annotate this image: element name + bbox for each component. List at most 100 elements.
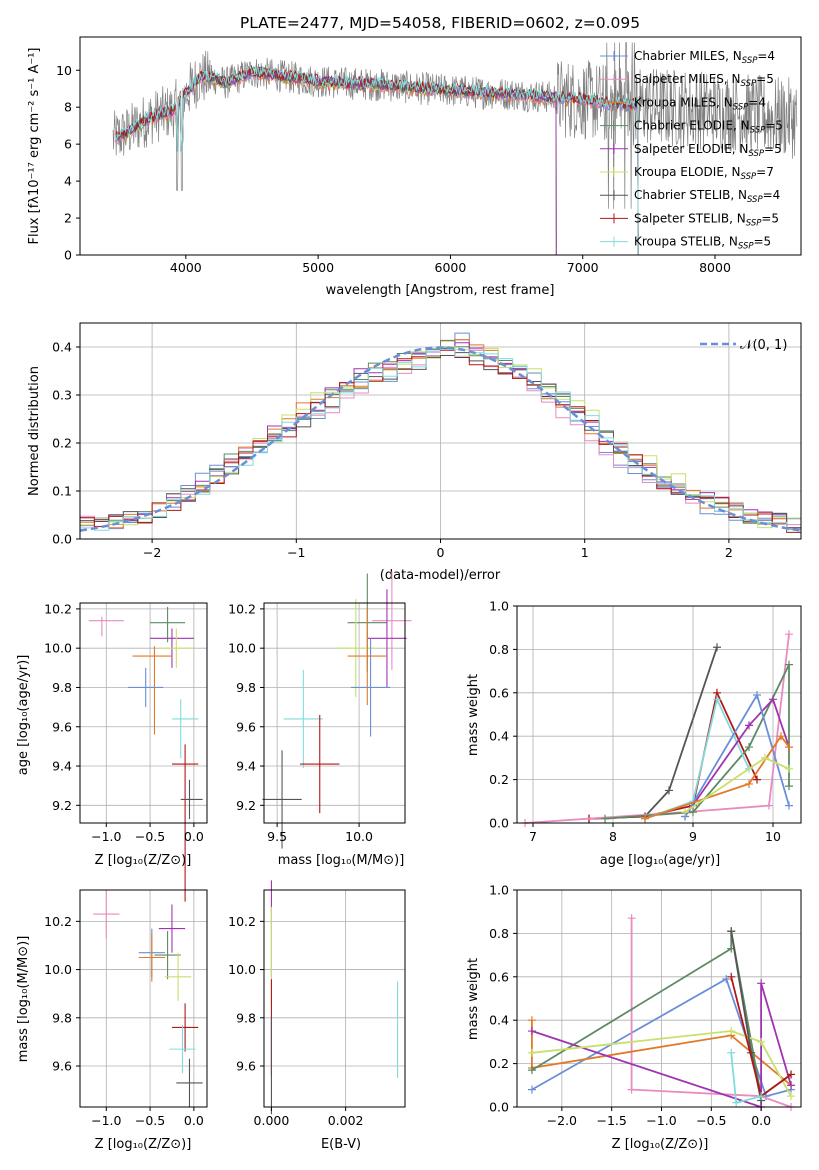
w-z-marker bbox=[727, 927, 736, 936]
w-age-ytick-label: 1.0 bbox=[489, 599, 509, 614]
weight-z-ylabel: mass weight bbox=[466, 958, 481, 1040]
w-z-marker bbox=[627, 1085, 636, 1094]
legend-label: Kroupa ELODIE, NSSP=7 bbox=[634, 165, 774, 182]
w-age-marker bbox=[785, 782, 793, 791]
w-age-series bbox=[684, 692, 790, 817]
w-z-marker bbox=[757, 1037, 766, 1046]
w-age-marks bbox=[521, 630, 793, 827]
normal-legend-label: 𝒩(0, 1) bbox=[740, 338, 787, 353]
spectrum-ytick-label: 10 bbox=[56, 63, 72, 78]
age-mass-xlabel: mass [log₁₀(M/M⊙)] bbox=[278, 853, 405, 868]
age-mass-ytick-label: 9.4 bbox=[236, 759, 256, 774]
w-age-marker bbox=[689, 808, 697, 817]
mass-vs-z-panel: −1.0 −0.5 0.0 9.6 9.8 10.0 10.2 bbox=[44, 889, 208, 1128]
w-age-marker bbox=[601, 814, 609, 823]
residual-ylabel: Normed distribution bbox=[27, 366, 42, 496]
spectrum-xlabel: wavelength [Angstrom, rest frame] bbox=[326, 283, 555, 298]
w-age-ytick-label: 0.0 bbox=[489, 816, 509, 831]
age-z-frame bbox=[79, 602, 208, 824]
w-z-marker bbox=[787, 1092, 796, 1101]
age-mass-xtick-label: 10.0 bbox=[345, 829, 373, 844]
w-age-marker bbox=[753, 690, 761, 699]
w-age-marker bbox=[785, 743, 793, 752]
legend-label: Salpeter ELODIE, NSSP=5 bbox=[634, 142, 782, 159]
spectrum-data-line bbox=[112, 42, 798, 209]
w-z-ytick-label: 0.0 bbox=[489, 1100, 509, 1115]
w-z-frame bbox=[516, 889, 802, 1108]
age-z-ytick-label: 10.2 bbox=[44, 601, 72, 616]
residual-xtick-label: 1 bbox=[581, 545, 589, 560]
w-z-marker bbox=[727, 972, 736, 981]
spectrum-xtick-label: 5000 bbox=[302, 260, 334, 275]
w-z-xtick-label: −1.5 bbox=[596, 1113, 626, 1128]
w-age-marker bbox=[713, 643, 721, 652]
w-age-marker bbox=[777, 732, 785, 741]
w-age-marker bbox=[745, 721, 753, 730]
mass-z-xtick-label: 0.0 bbox=[184, 1113, 204, 1128]
w-z-series bbox=[630, 918, 792, 1108]
age-z-ytick-label: 9.4 bbox=[52, 759, 72, 774]
spectrum-model-kS bbox=[115, 64, 639, 255]
spectrum-plot-area bbox=[112, 42, 798, 255]
residual-panel: −2 −1 0 1 2 0.0 0.1 0.2 0.3 0.4 (data-model)/err… bbox=[27, 322, 802, 583]
w-age-marker bbox=[765, 801, 773, 810]
w-z-xtick-label: −2.0 bbox=[547, 1113, 577, 1128]
mass-z-frame bbox=[79, 889, 208, 1108]
w-age-xtick-label: 10 bbox=[765, 829, 781, 844]
w-age-marker bbox=[785, 764, 793, 773]
legend-label: Chabrier MILES, NSSP=4 bbox=[634, 49, 775, 66]
w-z-xtick-label: 0.0 bbox=[751, 1113, 771, 1128]
age-z-ytick-label: 9.6 bbox=[52, 719, 72, 734]
spectrum-title: PLATE=2477, MJD=54058, FIBERID=0602, z=0… bbox=[240, 14, 640, 32]
residual-xtick-label: −1 bbox=[287, 545, 305, 560]
age-z-ytick-label: 9.8 bbox=[52, 680, 72, 695]
spectrum-axes-frame bbox=[79, 36, 802, 256]
w-z-marker bbox=[727, 1048, 736, 1057]
residual-hist-kE bbox=[80, 346, 801, 529]
age-mass-ytick-label: 10.0 bbox=[228, 641, 256, 656]
legend-label: Salpeter MILES, NSSP=5 bbox=[634, 72, 774, 89]
age-z-ylabel: age [log₁₀(age/yr)] bbox=[16, 655, 31, 776]
mass-z-xlabel: Z [log₁₀(Z/Z⊙)] bbox=[95, 1137, 192, 1152]
w-z-marker bbox=[787, 1070, 796, 1079]
residual-y-ticks: 0.0 0.1 0.2 0.3 0.4 bbox=[52, 340, 80, 547]
age-z-xtick-label: 0.0 bbox=[184, 829, 204, 844]
w-z-marks bbox=[527, 914, 796, 1111]
w-age-marker bbox=[753, 775, 761, 784]
residual-xtick-label: 0 bbox=[437, 545, 445, 560]
w-age-marker bbox=[769, 695, 777, 704]
weight-age-ylabel: mass weight bbox=[466, 674, 481, 756]
spectrum-ytick-label: 6 bbox=[64, 137, 72, 152]
spectrum-ytick-label: 8 bbox=[64, 100, 72, 115]
spectrum-xtick-label: 8000 bbox=[699, 260, 731, 275]
residual-xtick-label: −2 bbox=[143, 545, 161, 560]
mass-z-ytick-label: 9.8 bbox=[52, 1010, 72, 1025]
w-age-frame bbox=[516, 605, 802, 824]
residual-ytick-label: 0.1 bbox=[52, 484, 72, 499]
w-age-ytick-label: 0.4 bbox=[489, 729, 509, 744]
spectrum-x-ticks: 4000 5000 6000 7000 8000 bbox=[170, 255, 731, 275]
mass-ebv-ytick-label: 10.0 bbox=[228, 962, 256, 977]
mass-z-xtick-label: −0.5 bbox=[135, 1113, 165, 1128]
age-z-xtick-label: −0.5 bbox=[135, 829, 165, 844]
legend-label: Kroupa STELIB, NSSP=5 bbox=[634, 235, 771, 252]
w-z-marker bbox=[787, 1081, 796, 1090]
spectrum-ytick-label: 4 bbox=[64, 174, 72, 189]
age-mass-ytick-label: 9.2 bbox=[236, 798, 256, 813]
mass-z-ytick-label: 9.6 bbox=[52, 1059, 72, 1074]
mass-ebv-ytick-label: 9.8 bbox=[236, 1010, 256, 1025]
age-z-ytick-label: 10.0 bbox=[44, 641, 72, 656]
w-age-marker bbox=[761, 753, 769, 762]
w-age-marker bbox=[665, 786, 673, 795]
w-z-ytick-label: 0.6 bbox=[489, 969, 509, 984]
w-age-marker bbox=[745, 743, 753, 752]
residual-ytick-label: 0.3 bbox=[52, 388, 72, 403]
spectrum-xtick-label: 4000 bbox=[170, 260, 202, 275]
w-z-marker bbox=[757, 1092, 766, 1101]
w-z-marker bbox=[527, 1066, 536, 1075]
legend-label: Chabrier STELIB, NSSP=4 bbox=[634, 188, 780, 205]
w-age-marker bbox=[785, 660, 793, 669]
w-age-marker bbox=[641, 814, 649, 823]
w-age-series bbox=[588, 689, 758, 820]
